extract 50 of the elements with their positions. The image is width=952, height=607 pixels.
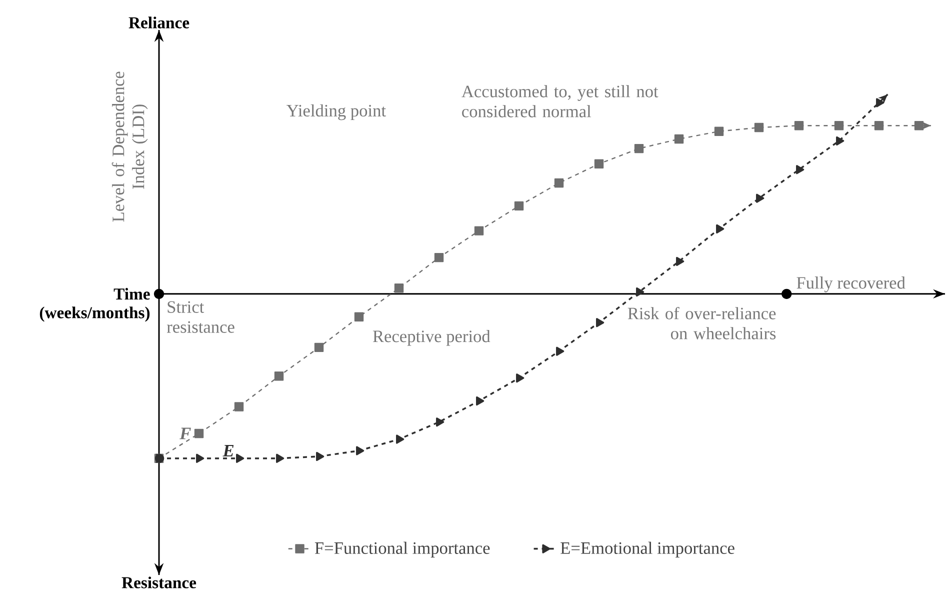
point [556,346,564,356]
point [474,226,484,236]
point [436,417,444,427]
x-axis-title: Time (weeks/months) [40,288,150,322]
point [714,126,724,136]
y-axis-title: Level of Dependence Index (LDI) [112,72,148,222]
annotation: Fully recovered [796,276,906,292]
annotation: Receptive period [372,330,490,346]
point [716,224,724,234]
point [796,165,804,174]
point [274,372,284,381]
text: Resistance [122,576,196,588]
point [836,136,844,146]
point [596,318,604,328]
point [514,201,524,211]
point [434,252,444,262]
point [476,396,484,406]
point [636,287,644,297]
point [794,121,804,130]
point [356,446,364,456]
point [754,122,764,132]
point [316,452,324,462]
point [234,402,244,412]
point [396,434,404,444]
text: Reliance [128,16,190,28]
point [276,454,284,463]
point [594,159,604,168]
point [554,178,564,188]
legend-label: E=Emotional importance [560,542,734,558]
annotation: E [222,445,234,456]
annotation: F [180,428,191,440]
point [874,121,884,130]
point [876,98,884,108]
point [756,194,764,203]
point [676,256,684,266]
point [314,342,324,352]
annotation: Accustomed to, yet still not considered normal [462,85,658,118]
annotation: Yielding point [286,104,386,120]
point [634,144,644,154]
point [674,134,684,144]
point [194,428,204,438]
point [196,454,204,463]
point [394,284,404,293]
point [516,373,524,383]
legend-label: F=Functional importance [314,542,490,558]
point [834,121,844,130]
point [354,312,364,322]
annotation: Risk of over-reliance on wheelchairs [628,306,776,340]
point [236,454,244,463]
annotation: Strict resistance [166,301,234,333]
